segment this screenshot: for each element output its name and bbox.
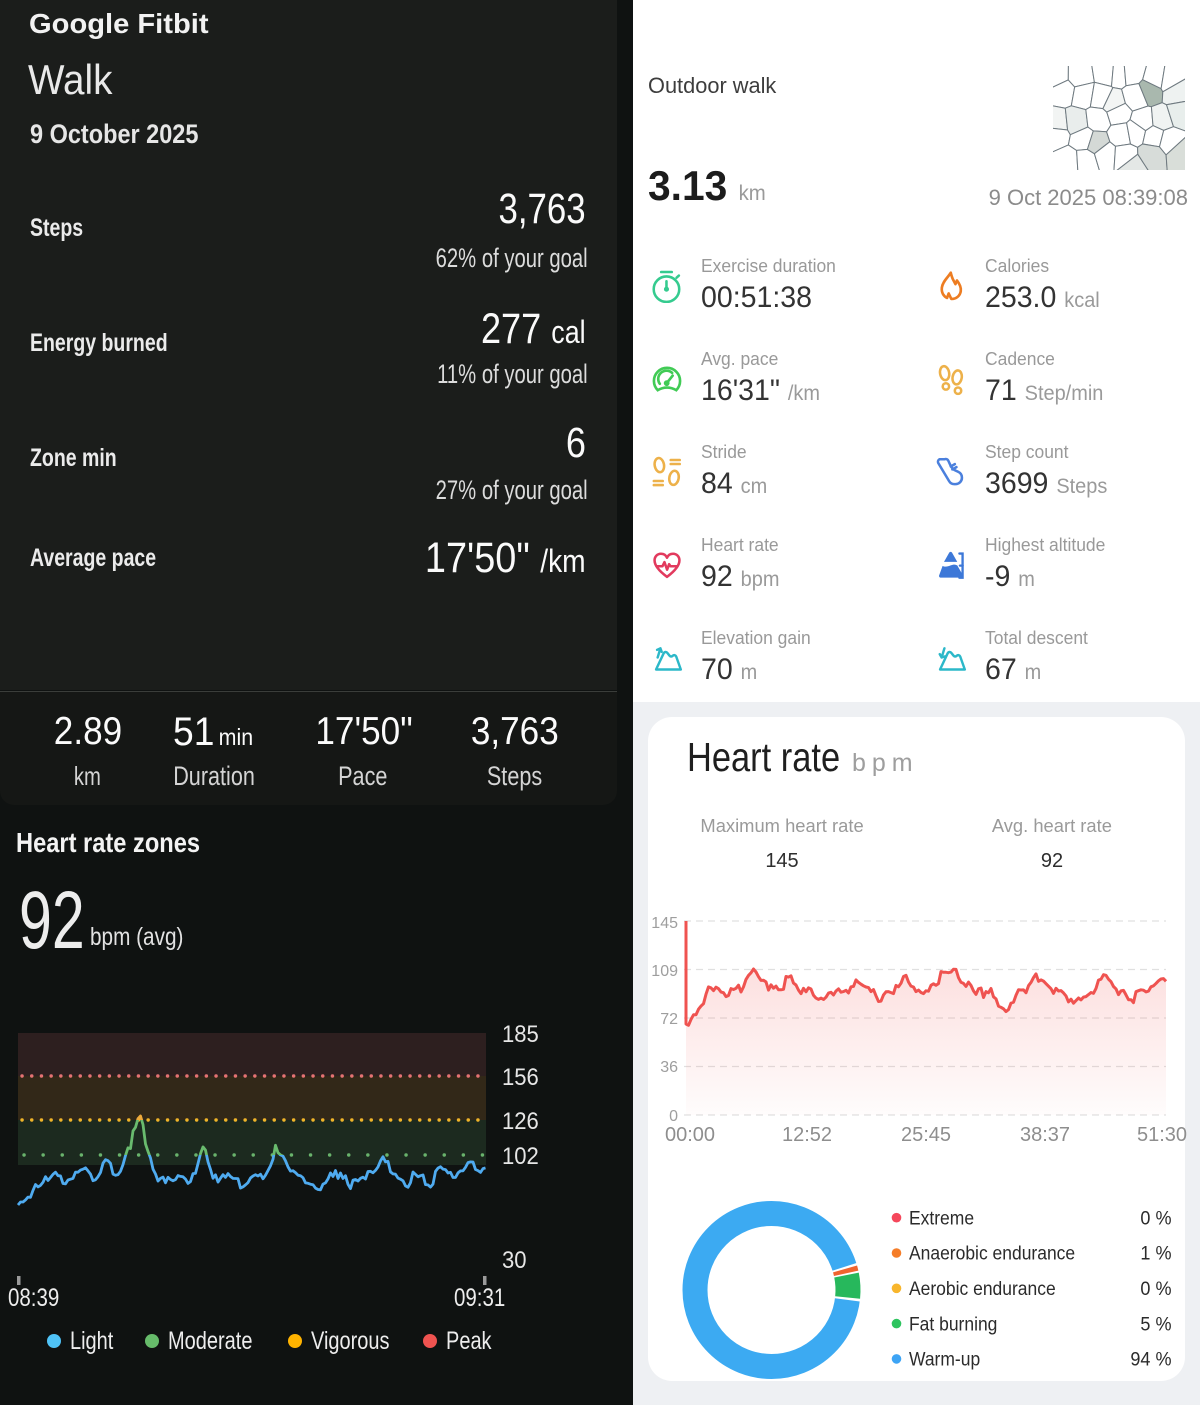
svg-text:Moderate: Moderate <box>168 1327 252 1355</box>
svg-text:145: 145 <box>651 915 678 932</box>
svg-text:126: 126 <box>502 1107 539 1134</box>
svg-text:0 %: 0 % <box>1140 1278 1171 1300</box>
svg-text:102: 102 <box>502 1142 539 1169</box>
svg-text:51:30: 51:30 <box>1137 1124 1187 1146</box>
svg-text:30: 30 <box>502 1246 527 1273</box>
svg-text:Fat burning: Fat burning <box>909 1313 997 1335</box>
svg-text:72: 72 <box>660 1011 678 1028</box>
svg-text:Light: Light <box>70 1327 114 1355</box>
svg-text:94 %: 94 % <box>1130 1348 1171 1370</box>
svg-text:Anaerobic endurance: Anaerobic endurance <box>909 1242 1075 1264</box>
svg-text:1 %: 1 % <box>1140 1242 1171 1264</box>
svg-text:Vigorous: Vigorous <box>311 1327 390 1355</box>
svg-text:08:39: 08:39 <box>8 1283 59 1311</box>
svg-text:0: 0 <box>669 1108 678 1125</box>
svg-text:5 %: 5 % <box>1140 1313 1171 1335</box>
svg-text:156: 156 <box>502 1063 539 1090</box>
svg-text:09:31: 09:31 <box>454 1283 505 1311</box>
svg-text:12:52: 12:52 <box>782 1124 832 1146</box>
svg-text:185: 185 <box>502 1020 539 1047</box>
svg-text:38:37: 38:37 <box>1020 1124 1070 1146</box>
svg-text:00:00: 00:00 <box>665 1124 715 1146</box>
svg-text:Extreme: Extreme <box>909 1207 974 1229</box>
svg-text:Peak: Peak <box>446 1327 492 1355</box>
svg-text:Warm-up: Warm-up <box>909 1348 980 1370</box>
svg-text:0 %: 0 % <box>1140 1207 1171 1229</box>
svg-text:Aerobic endurance: Aerobic endurance <box>909 1277 1056 1299</box>
svg-text:109: 109 <box>651 963 678 980</box>
svg-text:36: 36 <box>660 1059 678 1076</box>
svg-text:25:45: 25:45 <box>901 1124 951 1146</box>
